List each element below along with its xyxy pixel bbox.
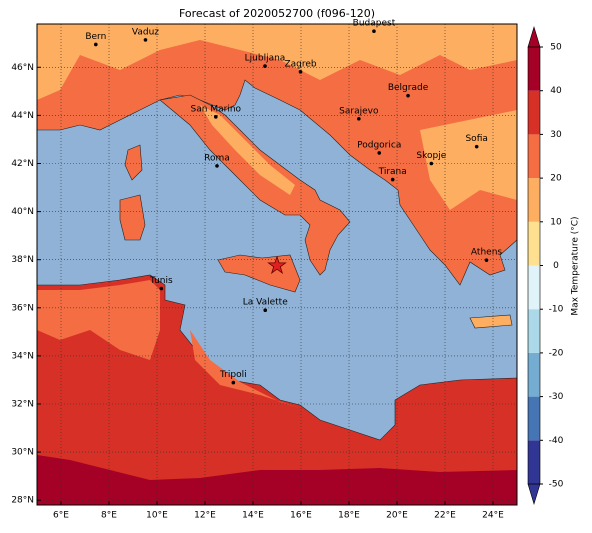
land-africa-coast [37,280,160,360]
colorbar-extend-top [527,25,541,48]
colorbar-tick-label: 10 [550,217,562,227]
colorbar-tick-label: -20 [549,348,564,358]
x-tick-label: 12°E [194,511,216,521]
land-sardinia [119,194,146,241]
colorbar-band [528,440,540,484]
city-dot [263,64,267,68]
land-corsica [124,144,143,181]
colorbar-band [528,90,540,135]
city-dot [474,144,479,149]
y-tick-label: 44°N [11,111,34,121]
city-dot [263,308,268,312]
x-tick-label: 10°E [146,511,168,521]
city-dot [214,115,218,119]
x-tick-label: 24°E [482,511,504,521]
city-dot [357,116,361,121]
y-tick-label: 34°N [11,351,34,361]
y-tick-label: 28°N [11,496,34,506]
city-dot [390,177,395,182]
city-label: Bern [85,32,106,42]
colorbar-band [528,47,540,91]
city-dot [484,258,489,262]
colorbar-band [528,352,540,397]
x-tick-label: 8°E [101,511,117,521]
city-label: Podgorica [357,140,401,150]
x-tick-label: 18°E [338,511,360,521]
colorbar-tick-label: -40 [549,436,564,446]
colorbar-tick-label: 20 [550,174,562,184]
map-frame [36,23,518,506]
colorbar-band [528,221,540,266]
colorbar-band [528,396,540,441]
map-title: Forecast of 2020052700 (f096-120) [179,7,375,20]
y-tick-label: 32°N [11,399,34,409]
colorbar-band [528,309,540,353]
colorbar-tick-label: 50 [550,43,562,53]
land-libya-coast [190,330,300,408]
city-label: Zagreb [284,59,316,69]
colorbar-extend-bottom [527,483,541,506]
city-label: Sarajevo [339,106,379,116]
city-label: Budapest [353,19,396,29]
city-dot [429,161,434,166]
star-marker [267,255,287,275]
colorbar-tick-label: 30 [550,130,562,140]
city-label: Roma [204,153,230,163]
city-label: San Marino [191,104,242,114]
city-label: Vaduz [132,27,159,37]
y-tick-label: 46°N [11,63,34,73]
city-label: Tripoli [219,370,247,380]
colorbar-tick-label: -30 [549,392,564,402]
city-label: La Valette [243,298,288,308]
city-dot [231,380,236,385]
y-tick-label: 38°N [11,255,34,265]
y-tick-label: 42°N [11,159,34,169]
land-crete [469,314,513,329]
city-dot [159,286,164,291]
colorbar-band [528,265,540,310]
y-tick-label: 36°N [11,303,34,313]
y-tick-label: 30°N [11,448,34,458]
x-tick-label: 16°E [290,511,312,521]
y-tick-label: 40°N [11,207,34,217]
land-europe [37,24,517,286]
city-label: Belgrade [388,83,429,93]
city-dot [372,29,376,34]
city-label: Athens [471,248,502,258]
city-label: Sofia [465,134,487,144]
colorbar-tick-label: -10 [549,305,564,315]
colorbar: -50 -40 -30 -20 -10 0 10 20 30 40 50 [527,25,564,506]
city-label: Tirana [378,167,407,177]
city-dot [298,70,303,74]
city-label: Tunis [149,276,173,286]
city-dot [377,151,382,155]
city-label: Ljubljana [245,54,286,64]
x-tick-label: 20°E [386,511,408,521]
colorbar-tick-label: 0 [553,261,559,271]
colorbar-band [528,178,540,222]
city-dot [215,164,219,168]
x-tick-label: 22°E [434,511,456,521]
land-italy-band [200,105,295,195]
x-tick-label: 14°E [242,511,264,521]
x-tick-label: 6°E [53,511,69,521]
colorbar-tick-label: -50 [549,480,564,490]
colorbar-label: Max Temperature (°C) [571,216,581,315]
city-dot [406,93,410,98]
city-dot [94,42,98,47]
land-italy [159,94,351,276]
colorbar-band [528,134,540,179]
grid-layer [37,24,517,505]
city-label: Skopje [416,151,446,161]
colorbar-tick-label: 40 [550,86,562,96]
city-dot [143,38,148,42]
